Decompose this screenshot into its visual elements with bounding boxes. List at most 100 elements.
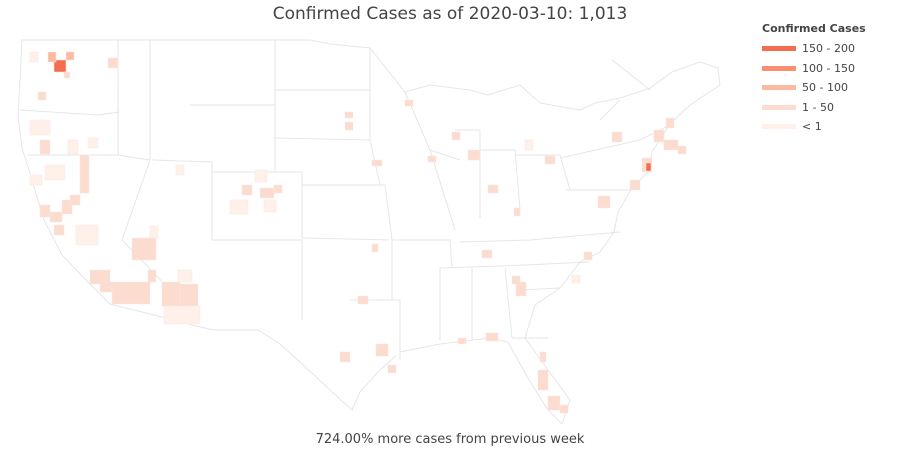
- county-region: [241, 184, 253, 196]
- county-region: [629, 179, 641, 191]
- county-region: [175, 164, 185, 176]
- state-border: [151, 159, 213, 240]
- county-region: [537, 369, 549, 391]
- county-region: [161, 281, 181, 307]
- state-border: [301, 237, 393, 241]
- county-region: [61, 199, 73, 215]
- legend-swatch: [762, 85, 796, 91]
- county-region: [513, 207, 521, 217]
- county-region: [259, 187, 275, 199]
- state-border: [212, 239, 303, 320]
- state-border: [611, 59, 651, 91]
- legend-swatch: [762, 46, 796, 52]
- county-region: [49, 211, 63, 223]
- county-region: [263, 199, 277, 213]
- county-region: [163, 305, 201, 325]
- state-border: [439, 261, 591, 269]
- county-region: [75, 224, 99, 246]
- legend-label: 1 - 50: [802, 100, 834, 114]
- county-region: [663, 139, 679, 151]
- county-region: [539, 351, 547, 363]
- county-region: [63, 71, 71, 79]
- county-region: [544, 155, 556, 165]
- legend-title: Confirmed Cases: [762, 22, 866, 35]
- legend-label: < 1: [802, 120, 822, 134]
- county-region: [131, 237, 157, 261]
- county-region: [427, 155, 437, 163]
- county-region: [147, 269, 157, 283]
- county-region: [467, 149, 481, 161]
- county-region: [111, 281, 151, 305]
- county-region: [571, 274, 581, 284]
- county-region: [39, 139, 51, 155]
- county-region: [53, 224, 65, 236]
- legend-item[interactable]: 50 - 100: [762, 78, 892, 98]
- county-region: [177, 269, 193, 283]
- state-border: [519, 287, 561, 291]
- county-region: [47, 51, 57, 63]
- legend-item[interactable]: 150 - 200: [762, 39, 892, 59]
- county-region: [179, 283, 199, 307]
- county-region: [87, 137, 99, 149]
- state-border: [429, 149, 456, 231]
- county-region: [375, 343, 389, 357]
- county-region: [515, 281, 527, 297]
- county-region: [53, 59, 67, 73]
- county-region: [404, 99, 414, 107]
- legend-swatch: [762, 65, 796, 71]
- county-region: [677, 145, 687, 155]
- county-region: [344, 121, 354, 131]
- county-region: [79, 154, 90, 194]
- county-region: [339, 351, 351, 363]
- county-region: [229, 199, 249, 215]
- state-border: [392, 239, 453, 269]
- county-region: [524, 139, 534, 151]
- county-region: [547, 395, 561, 411]
- county-region: [344, 111, 354, 119]
- legend-item[interactable]: 100 - 150: [762, 59, 892, 79]
- county-region: [665, 117, 675, 129]
- legend-label: 50 - 100: [802, 81, 848, 95]
- map-title: Confirmed Cases as of 2020-03-10: 1,013: [272, 4, 628, 24]
- county-region: [99, 281, 113, 293]
- county-region: [29, 51, 39, 63]
- county-region: [107, 57, 119, 69]
- county-region: [387, 364, 397, 374]
- county-region: [583, 251, 593, 261]
- legend-item[interactable]: 1 - 50: [762, 98, 892, 118]
- legend-item[interactable]: < 1: [762, 117, 892, 137]
- state-border: [599, 99, 621, 121]
- county-region: [254, 169, 268, 183]
- county-region: [597, 195, 611, 209]
- legend-swatch: [762, 124, 796, 130]
- county-region: [44, 164, 66, 181]
- county-region: [357, 295, 369, 305]
- county-region: [67, 139, 79, 155]
- county-region: [481, 249, 493, 259]
- county-region: [149, 225, 159, 239]
- county-region: [371, 243, 379, 253]
- county-region: [273, 184, 283, 194]
- state-border: [19, 109, 121, 116]
- legend-label: 150 - 200: [802, 42, 855, 56]
- county-region: [65, 51, 75, 61]
- county-region: [611, 131, 623, 143]
- county-region: [457, 337, 467, 345]
- state-border: [369, 48, 381, 186]
- legend-swatch: [762, 104, 796, 110]
- county-region: [39, 204, 51, 218]
- county-region: [645, 162, 652, 172]
- county-region: [653, 129, 665, 143]
- state-border: [480, 149, 521, 211]
- county-region: [559, 404, 569, 414]
- county-region: [29, 119, 51, 136]
- county-region: [451, 131, 461, 141]
- map-footer: 724.00% more cases from previous week: [315, 432, 585, 447]
- state-border: [515, 154, 571, 191]
- county-region: [37, 91, 47, 101]
- state-border: [459, 231, 621, 243]
- legend-label: 100 - 150: [802, 61, 855, 75]
- county-region: [371, 159, 383, 167]
- legend: Confirmed Cases 150 - 200 100 - 150 50 -…: [762, 22, 892, 137]
